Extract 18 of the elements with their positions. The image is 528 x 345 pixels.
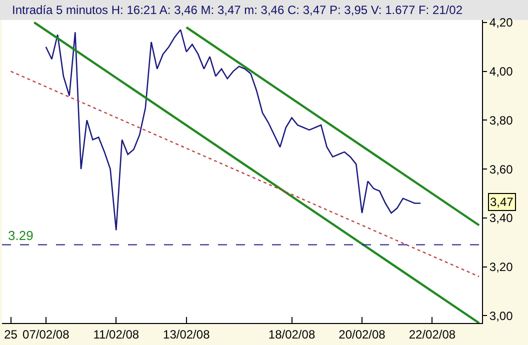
ref-line-label: 3.29 (8, 228, 34, 243)
x-tick-label: 11/02/08 (93, 327, 140, 342)
y-tick-label: 3,60 (489, 162, 514, 176)
x-tick-label: 13/02/08 (163, 327, 210, 342)
y-tick-label: 3,00 (489, 308, 514, 323)
x-tick-label: 25 (4, 327, 18, 342)
y-tick-label: 4,20 (489, 16, 514, 30)
text: 3,47 (490, 195, 514, 209)
y-tick-label: 3,40 (489, 211, 514, 226)
x-tick-label: 18/02/08 (268, 327, 316, 342)
x-tick-label: 07/02/08 (22, 327, 70, 342)
y-tick-label: 4,00 (489, 64, 514, 79)
x-tick-label: 22/02/08 (408, 327, 456, 342)
y-tick-label: 3,20 (489, 260, 514, 274)
y-tick-label: 3,80 (489, 113, 514, 128)
chart-title: Intradía 5 minutos H: 16:21 A: 3,46 M: 3,47 m: 3,46 C: 3,47 P: 3,95 V: 1.677 F: 21/02 (12, 3, 463, 17)
line-series (45, 29, 422, 231)
x-tick-label: 20/02/08 (338, 327, 386, 342)
